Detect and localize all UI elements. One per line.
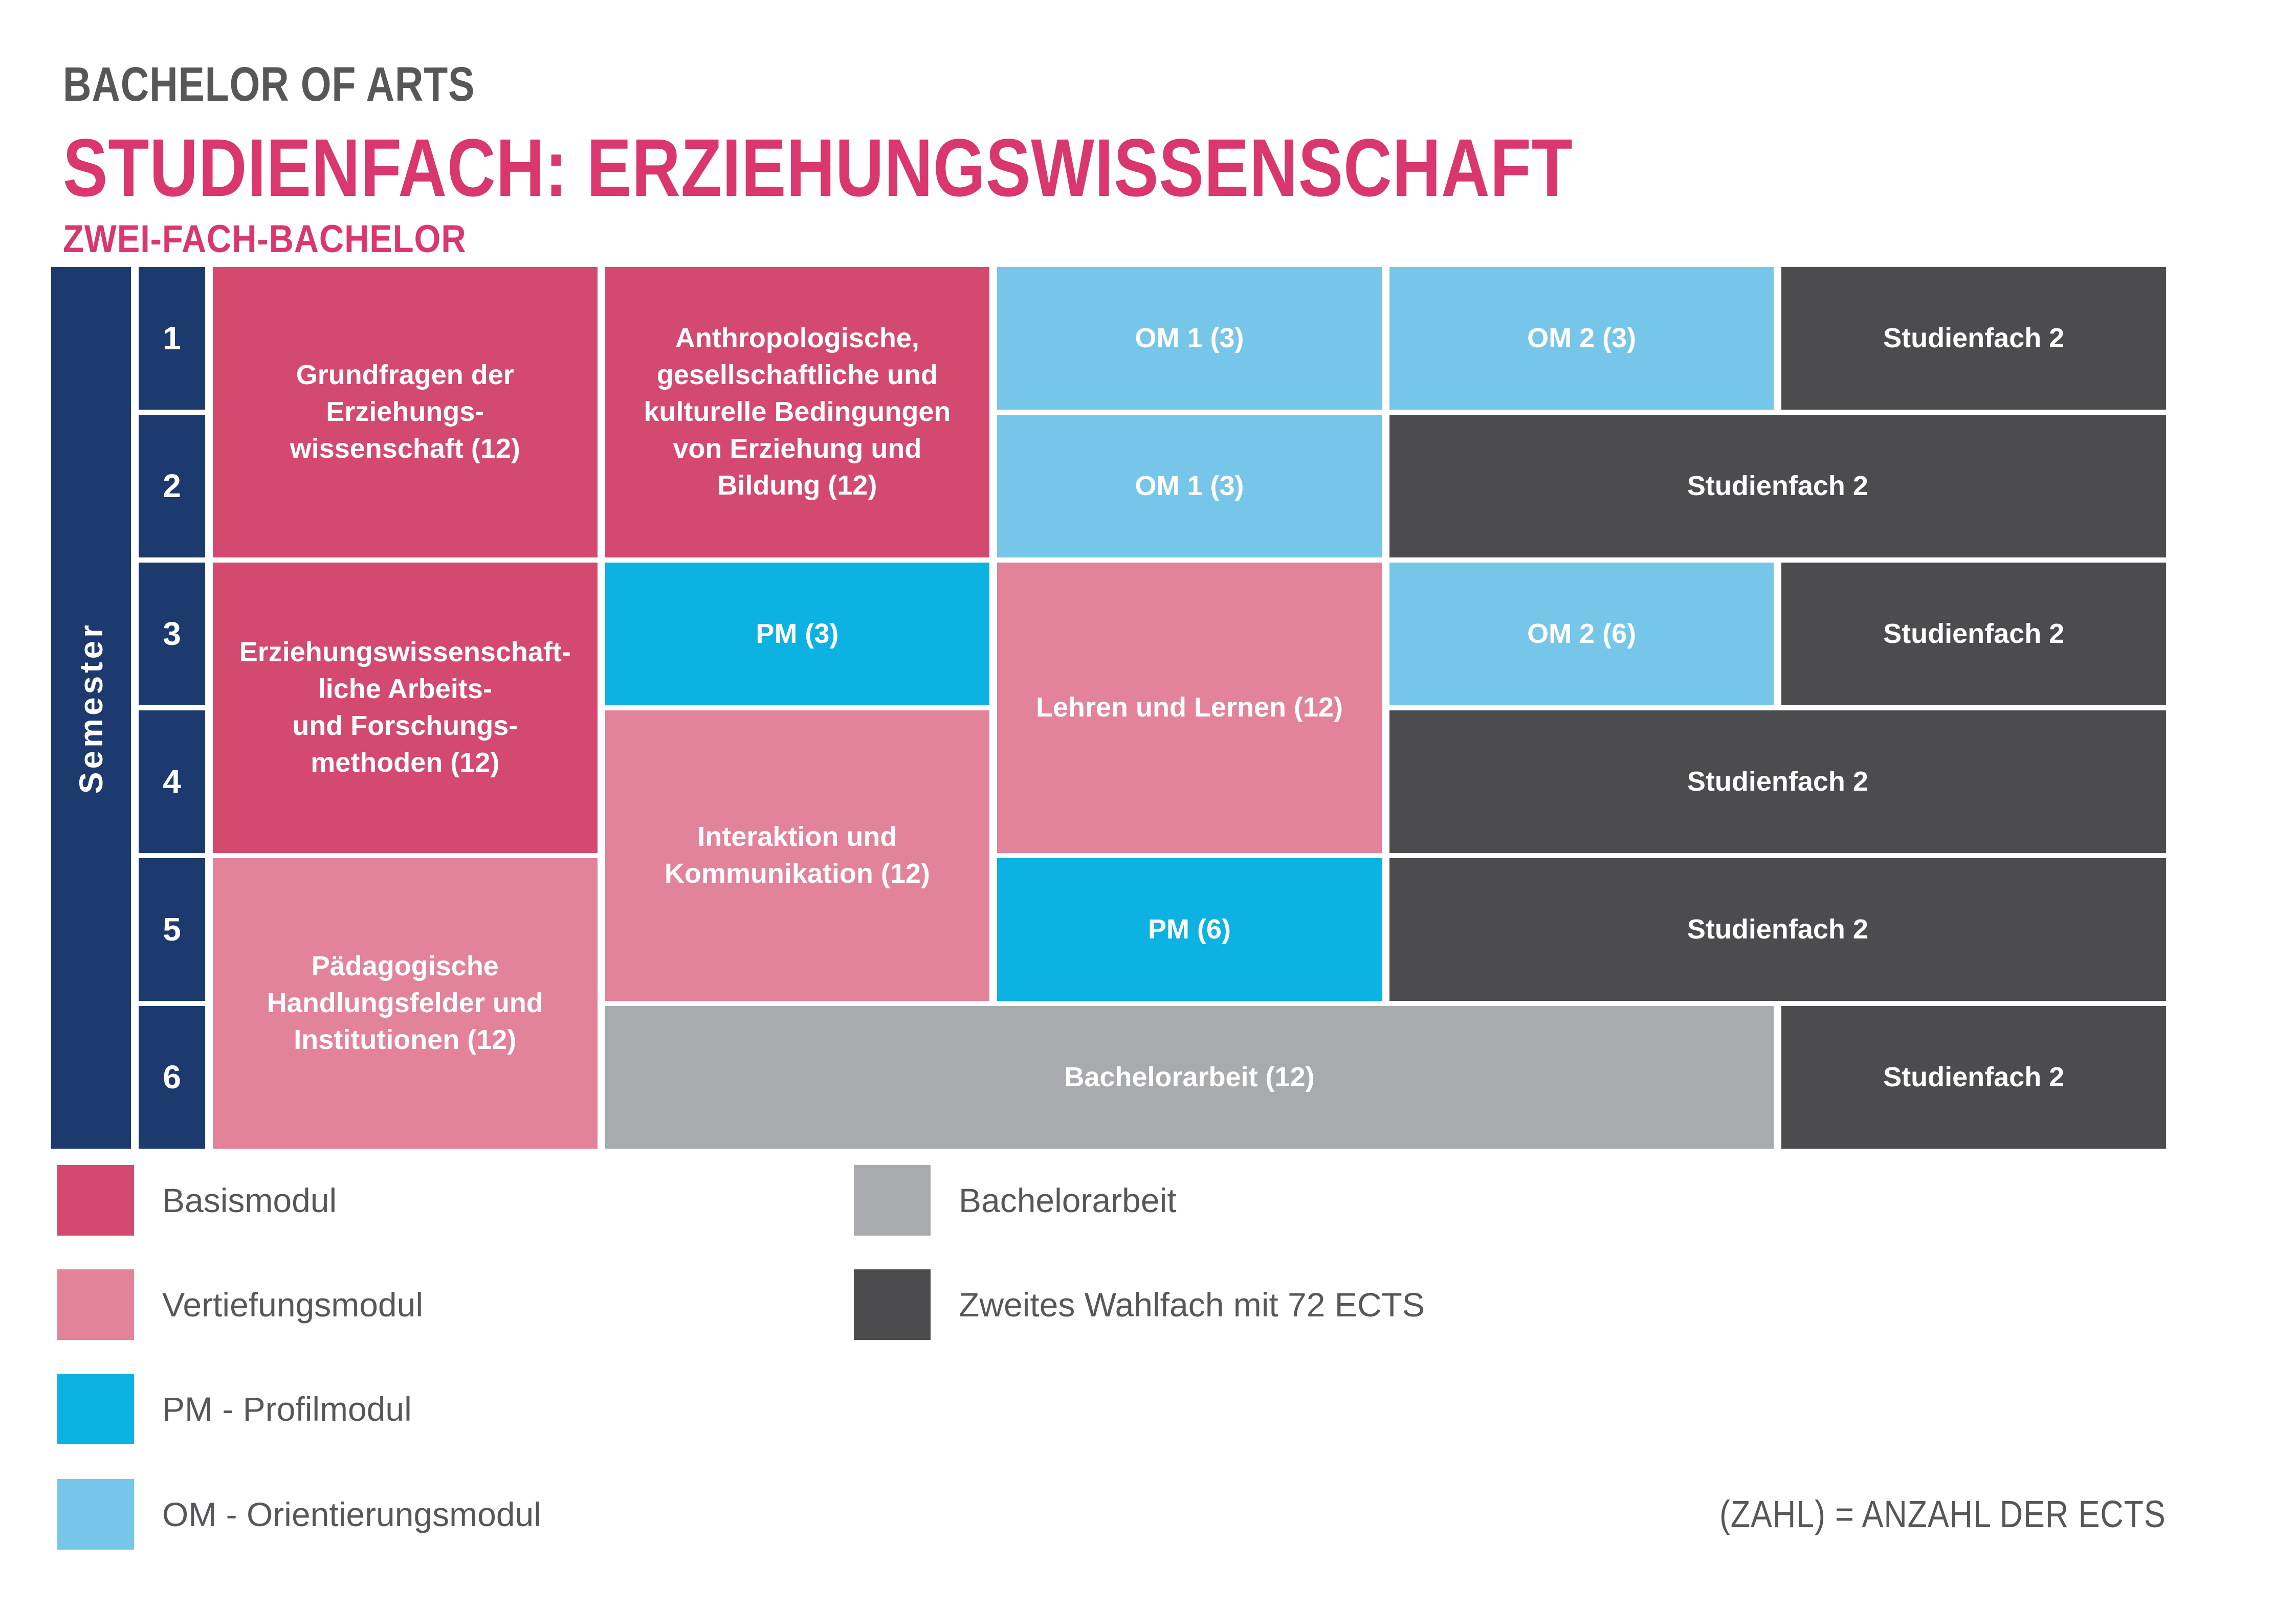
module-cell-forschungsmethoden: Erziehungswissenschaft- liche Arbeits- u… — [213, 563, 598, 853]
module-cell-studienfach2-semester4: Studienfach 2 — [1389, 710, 2166, 853]
module-cell-studienfach2-semester3: Studienfach 2 — [1781, 563, 2166, 705]
module-cell-om2-semester1: OM 2 (3) — [1389, 267, 1774, 410]
semester-cell-5: 5 — [139, 858, 205, 1001]
legend-swatch-profilmodul — [57, 1374, 134, 1444]
ects-footnote: (ZAHL) = ANZAHL DER ECTS — [1641, 1479, 2166, 1550]
semester-cell-2: 2 — [139, 415, 205, 557]
module-cell-grundfragen: Grundfragen der Erziehungs- wissenschaft… — [213, 267, 598, 557]
program-type-text: ZWEI-FACH-BACHELOR — [63, 217, 467, 261]
legend-label-basismodul: Basismodul — [162, 1181, 337, 1219]
module-cell-interaktion-kommunikation: Interaktion und Kommunikation (12) — [605, 710, 990, 1001]
module-cell-om2-semester3: OM 2 (6) — [1389, 563, 1774, 705]
module-cell-studienfach2-semester2: Studienfach 2 — [1389, 415, 2166, 557]
page-title: STUDIENFACH: ERZIEHUNGSWISSENSCHAFT — [63, 127, 1905, 209]
module-cell-studienfach2-semester6: Studienfach 2 — [1781, 1006, 2166, 1149]
legend-label-vertiefungsmodul: Vertiefungsmodul — [162, 1286, 423, 1324]
legend-swatch-zweites-wahlfach — [854, 1269, 931, 1340]
module-cell-om1-semester2: OM 1 (3) — [997, 415, 1382, 557]
legend-swatch-basismodul — [57, 1165, 134, 1236]
semester-cell-6: 6 — [139, 1006, 205, 1149]
degree-label: BACHELOR OF ARTS — [63, 60, 571, 109]
module-cell-paedagogische-handlungsfelder: Pädagogische Handlungsfelder und Institu… — [213, 858, 598, 1149]
legend-label-bachelorarbeit: Bachelorarbeit — [959, 1181, 1177, 1219]
legend-item-orientierungsmodul: OM - Orientierungsmodul — [57, 1479, 541, 1550]
module-cell-bachelorarbeit: Bachelorarbeit (12) — [605, 1006, 1774, 1149]
module-cell-anthropologische: Anthropologische, gesellschaftliche und … — [605, 267, 990, 557]
program-type-label: ZWEI-FACH-BACHELOR — [63, 220, 521, 259]
module-cell-studienfach2-semester5: Studienfach 2 — [1389, 858, 2166, 1001]
semester-cell-3: 3 — [139, 563, 205, 705]
legend-item-basismodul: Basismodul — [57, 1165, 337, 1236]
module-cell-om1-semester1: OM 1 (3) — [997, 267, 1382, 410]
legend-swatch-vertiefungsmodul — [57, 1269, 134, 1340]
semester-cell-1: 1 — [139, 267, 205, 410]
semester-axis-label: Semester — [73, 621, 109, 794]
module-cell-lehren-und-lernen: Lehren und Lernen (12) — [997, 563, 1382, 853]
curriculum-grid: Semester 1 2 3 4 5 6 Grundfragen der Erz… — [51, 267, 2166, 1149]
legend-swatch-orientierungsmodul — [57, 1479, 134, 1550]
page-title-text: STUDIENFACH: ERZIEHUNGSWISSENSCHAFT — [63, 122, 1573, 213]
legend-item-zweites-wahlfach: Zweites Wahlfach mit 72 ECTS — [854, 1269, 1425, 1340]
legend-label-zweites-wahlfach: Zweites Wahlfach mit 72 ECTS — [959, 1286, 1425, 1324]
legend-item-vertiefungsmodul: Vertiefungsmodul — [57, 1269, 423, 1340]
module-cell-studienfach2-semester1: Studienfach 2 — [1781, 267, 2166, 410]
semester-cell-4: 4 — [139, 710, 205, 853]
module-cell-pm3: PM (3) — [605, 563, 990, 705]
ects-footnote-text: (ZAHL) = ANZAHL DER ECTS — [1719, 1493, 2166, 1535]
legend-item-bachelorarbeit: Bachelorarbeit — [854, 1165, 1177, 1236]
legend-label-profilmodul: PM - Profilmodul — [162, 1390, 412, 1428]
legend-item-profilmodul: PM - Profilmodul — [57, 1374, 412, 1444]
semester-axis: Semester — [51, 267, 131, 1149]
legend-swatch-bachelorarbeit — [854, 1165, 931, 1236]
legend-label-orientierungsmodul: OM - Orientierungsmodul — [162, 1495, 541, 1533]
module-cell-pm6: PM (6) — [997, 858, 1382, 1001]
degree-label-text: BACHELOR OF ARTS — [63, 57, 475, 111]
